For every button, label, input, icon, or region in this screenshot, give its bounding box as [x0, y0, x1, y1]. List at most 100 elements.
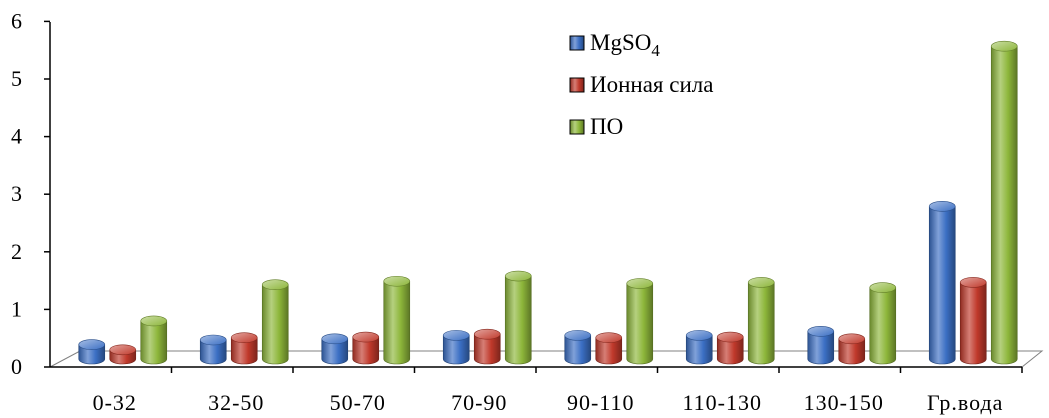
bar — [685, 330, 713, 365]
y-tick-label: 3 — [11, 181, 22, 206]
bar-top — [564, 330, 592, 341]
bar-top — [747, 277, 775, 288]
bar-body — [140, 320, 168, 365]
bar-body — [321, 338, 349, 365]
bar-body — [78, 344, 106, 365]
bar-body — [261, 284, 289, 365]
bar-body — [928, 206, 956, 365]
legend-label: MgSO4 — [590, 30, 660, 60]
x-tick-label: 110-130 — [682, 390, 762, 415]
legend-swatch — [569, 119, 585, 135]
bar-body — [199, 339, 227, 365]
bar-top — [504, 270, 532, 282]
bar-top — [959, 277, 987, 288]
bar-body — [352, 336, 380, 365]
legend: MgSO4 Ионная сила ПО — [569, 30, 713, 139]
bar — [626, 278, 654, 365]
bar — [928, 201, 956, 365]
legend-label: Ионная сила — [590, 72, 713, 97]
bar-top — [990, 40, 1018, 52]
bar-body — [230, 337, 258, 365]
bar-body — [747, 282, 775, 365]
bar — [990, 40, 1018, 365]
bar-top — [352, 331, 380, 343]
bar — [442, 330, 470, 365]
bar-body — [626, 283, 654, 365]
y-tick-label: 0 — [11, 354, 22, 379]
bar-body — [869, 287, 897, 365]
bar-body — [473, 333, 501, 365]
bar-top — [199, 334, 227, 346]
bar — [869, 282, 897, 365]
bar-top — [928, 201, 956, 212]
x-tick-label: 32-50 — [208, 390, 264, 415]
bar-body — [716, 336, 744, 365]
bar-top — [595, 332, 623, 343]
bar-body — [564, 335, 592, 365]
bar-top — [383, 275, 411, 287]
bar-top — [321, 333, 349, 345]
bar — [109, 344, 137, 365]
bar — [716, 331, 744, 365]
x-tick-label: 90-110 — [567, 390, 635, 415]
legend-subscript: 4 — [651, 41, 660, 60]
bar — [140, 315, 168, 365]
x-tick-label: 50-70 — [330, 390, 386, 415]
bar-body — [685, 335, 713, 365]
bar — [838, 333, 866, 365]
bar — [321, 333, 349, 365]
legend-label: ПО — [590, 114, 623, 139]
bar-body — [442, 335, 470, 365]
bar — [807, 326, 835, 365]
bar — [473, 328, 501, 365]
y-tick-label: 6 — [11, 8, 22, 33]
bars — [78, 40, 1018, 365]
x-tick-label: 70-90 — [451, 390, 507, 415]
bar — [230, 332, 258, 365]
legend-swatch — [569, 77, 585, 93]
y-tick-label: 4 — [11, 124, 22, 149]
bar-top — [261, 279, 289, 290]
bar-top — [442, 330, 470, 341]
bar-top — [473, 328, 501, 340]
bar-body — [504, 275, 532, 365]
bar-body — [595, 337, 623, 365]
x-tick-label: 0-32 — [93, 390, 137, 415]
bar-body — [383, 280, 411, 365]
bar — [747, 277, 775, 365]
axes: 0 1 2 3 4 5 6 0-32 32-50 50-70 70-90 90-110 110-130 1… — [11, 8, 1023, 415]
x-tick-label: Гр.вода — [927, 390, 1003, 415]
bar-top — [230, 332, 258, 343]
x-tick-label: 130-150 — [804, 390, 884, 415]
legend-item: MgSO4 — [569, 30, 660, 60]
bar — [261, 279, 289, 365]
y-tick-label: 1 — [11, 296, 22, 321]
legend-swatch — [569, 35, 585, 51]
bar-body — [959, 282, 987, 365]
bar — [564, 330, 592, 365]
bar-body — [838, 338, 866, 365]
bar — [959, 277, 987, 365]
bar-top — [109, 344, 137, 356]
legend-item: Ионная сила — [569, 72, 713, 97]
bar-top — [78, 339, 106, 350]
bar-top — [869, 282, 897, 293]
bar-body — [807, 331, 835, 365]
bar-top — [685, 330, 713, 341]
bar — [352, 331, 380, 365]
bar-body — [990, 45, 1018, 365]
bar-top — [807, 326, 835, 337]
bar-top — [140, 315, 168, 327]
bar — [78, 339, 106, 365]
bar-top — [838, 333, 866, 345]
bar — [199, 334, 227, 365]
bar-top — [626, 278, 654, 289]
y-tick-label: 2 — [11, 239, 22, 264]
bar — [595, 332, 623, 365]
y-tick-label: 5 — [11, 66, 22, 91]
bar — [504, 270, 532, 365]
bar-top — [716, 331, 744, 343]
legend-item: ПО — [569, 114, 623, 139]
bar — [383, 275, 411, 365]
